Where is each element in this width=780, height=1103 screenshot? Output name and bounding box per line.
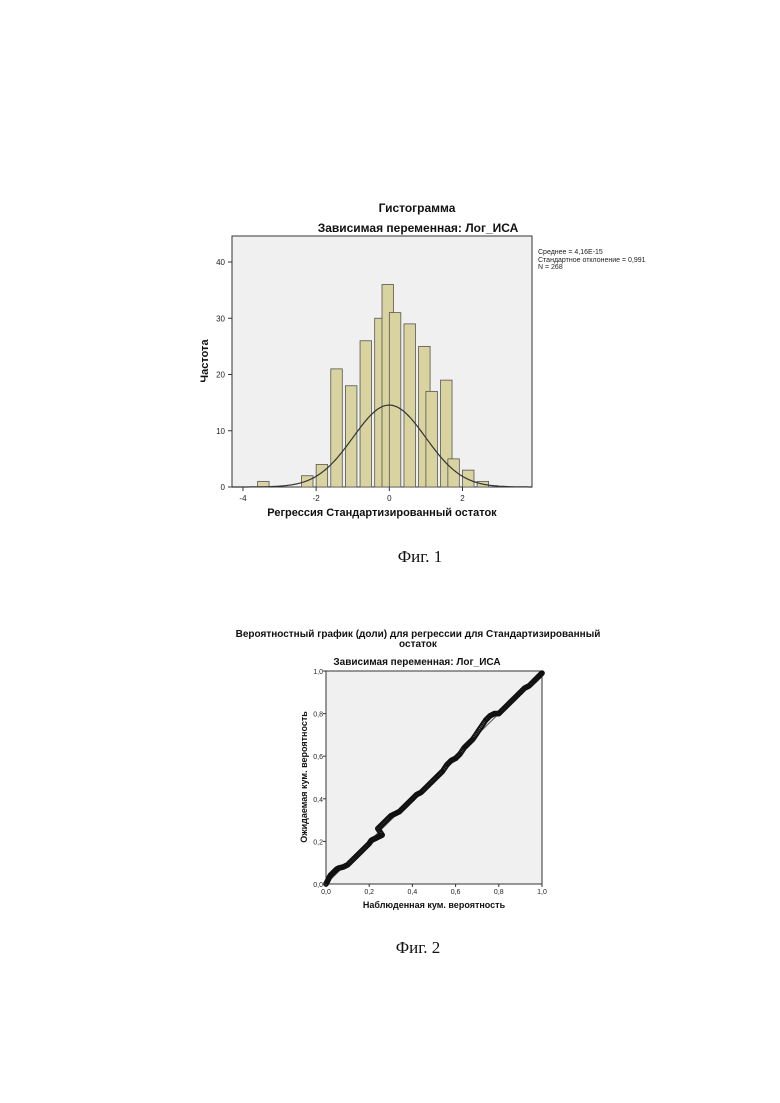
pp-y-tick-label: 0,2 bbox=[313, 839, 323, 846]
pp-x-tick-label: 0,4 bbox=[408, 889, 418, 896]
pp-y-tick-label: 0,4 bbox=[313, 797, 323, 804]
pp-x-tick-label: 0,0 bbox=[321, 889, 331, 896]
pp-x-tick-label: 0,6 bbox=[451, 889, 461, 896]
pp-y-tick-label: 0,0 bbox=[313, 882, 323, 889]
pp-y-tick-label: 0,6 bbox=[313, 754, 323, 761]
pp-x-tick-label: 1,0 bbox=[537, 889, 547, 896]
pp-x-tick-label: 0,8 bbox=[494, 889, 504, 896]
pp-y-tick-label: 0,8 bbox=[313, 712, 323, 719]
pp-x-tick-label: 0,2 bbox=[364, 889, 374, 896]
pp-y-tick-label: 1,0 bbox=[313, 669, 323, 676]
figure-2-caption: Фиг. 2 bbox=[378, 938, 458, 958]
